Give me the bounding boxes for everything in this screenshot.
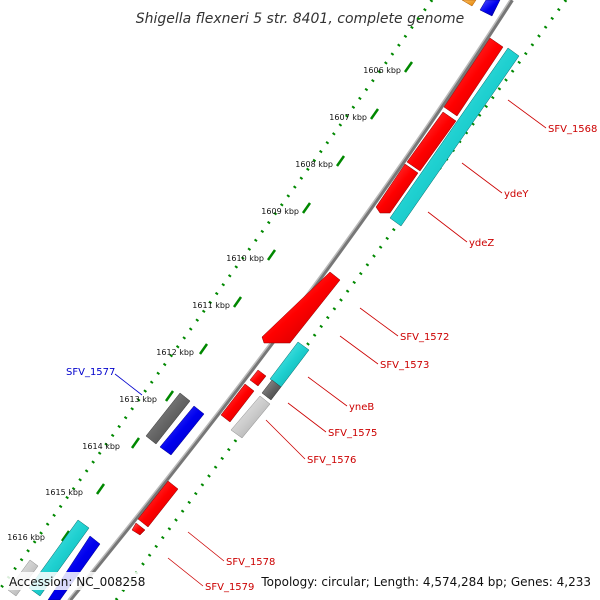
gene-feature-red-upper [406,111,457,172]
footer-accession-bg [4,572,146,590]
leader-sfv-1579 [167,557,204,587]
gene-feature-sfv-1568 [443,37,504,117]
kbp-label-1611: 1611 kbp [192,301,230,310]
kbp-tick-1610 [266,249,277,261]
map-title: Shigella flexneri 5 str. 8401, complete … [136,11,465,27]
gene-label-sfv-1568[interactable]: SFV_1568 [548,124,597,135]
kbp-label-1615: 1615 kbp [45,488,83,497]
gene-label-sfv-1577[interactable]: SFV_1577 [66,367,115,378]
kbp-tick-1616 [60,530,71,542]
leader-sfv-1577 [114,373,143,396]
label-leaders [114,99,547,587]
outer-tick-ring [114,0,568,600]
gene-feature-red-mid-3 [220,383,255,423]
kbp-tick-1606 [403,61,414,73]
gene-feature-orange [461,0,477,7]
kbp-tick-1615 [95,483,106,495]
kbp-ticks [60,61,414,542]
gene-label-ydey[interactable]: ydeY [504,189,529,200]
kbp-label-1607: 1607 kbp [329,113,367,122]
gene-feature-cyan-long [389,47,520,227]
kbp-tick-1607 [369,108,380,120]
leader-sfv-1576 [265,419,306,460]
genome-backbone [68,0,514,600]
gene-label-sfv-1572[interactable]: SFV_1572 [400,332,449,343]
footer-summary-bg [258,572,594,590]
gene-feature-light-grey [230,395,271,439]
footer-accession: Accession: NC_008258 [9,575,145,589]
genome-backbone-highlight [67,0,511,600]
gene-label-sfv-1579[interactable]: SFV_1579 [205,582,254,593]
gene-feature-red-mid-2 [249,369,267,387]
kbp-label-1612: 1612 kbp [156,348,194,357]
gene-label-sfv-1573[interactable]: SFV_1573 [380,360,429,371]
kbp-tick-1613 [164,390,175,402]
leader-sfv-1578 [187,531,225,562]
gene-feature-red-arrow [375,163,419,214]
leader-sfv-1573 [339,335,379,365]
footer-summary: Topology: circular; Length: 4,574,284 bp… [260,575,591,589]
kbp-tick-1612 [198,343,209,355]
gene-label-sfv-1576[interactable]: SFV_1576 [307,455,356,466]
kbp-label-1609: 1609 kbp [261,207,299,216]
kbp-label-1614: 1614 kbp [82,442,120,451]
kbp-label-1608: 1608 kbp [295,160,333,169]
leader-ydey [461,162,503,194]
gene-feature-grey-small [261,379,282,401]
kbp-label-1606: 1606 kbp [363,66,401,75]
kbp-tick-1609 [301,202,312,214]
gene-label-ydez[interactable]: ydeZ [469,238,494,249]
leader-sfv-1572 [359,307,399,337]
leader-sfv-1568 [507,99,547,129]
leader-yneb [307,376,348,407]
kbp-label-1613: 1613 kbp [119,395,157,404]
gene-feature-red-low-tip [131,522,146,536]
gene-label-yneb[interactable]: yneB [349,402,374,413]
leader-ydez [427,211,468,243]
gene-feature-red-low [137,480,179,528]
kbp-tick-1614 [130,437,141,449]
gene-feature-sfv-1577 [145,392,191,445]
kbp-label-1610: 1610 kbp [226,254,264,263]
gene-feature-red-mid-1 [261,271,341,344]
gene-feature-blue-top [479,0,501,17]
gene-label-sfv-1578[interactable]: SFV_1578 [226,557,275,568]
gene-label-sfv-1575[interactable]: SFV_1575 [328,428,377,439]
inner-tick-ring [0,0,434,592]
gene-feature-cyan-yneb [269,341,310,388]
kbp-tick-1611 [232,296,243,308]
gene-feature-blue-inner [159,405,205,456]
kbp-tick-1608 [335,155,346,167]
kbp-label-1616: 1616 kbp [7,533,45,542]
leader-sfv-1575 [287,402,327,433]
